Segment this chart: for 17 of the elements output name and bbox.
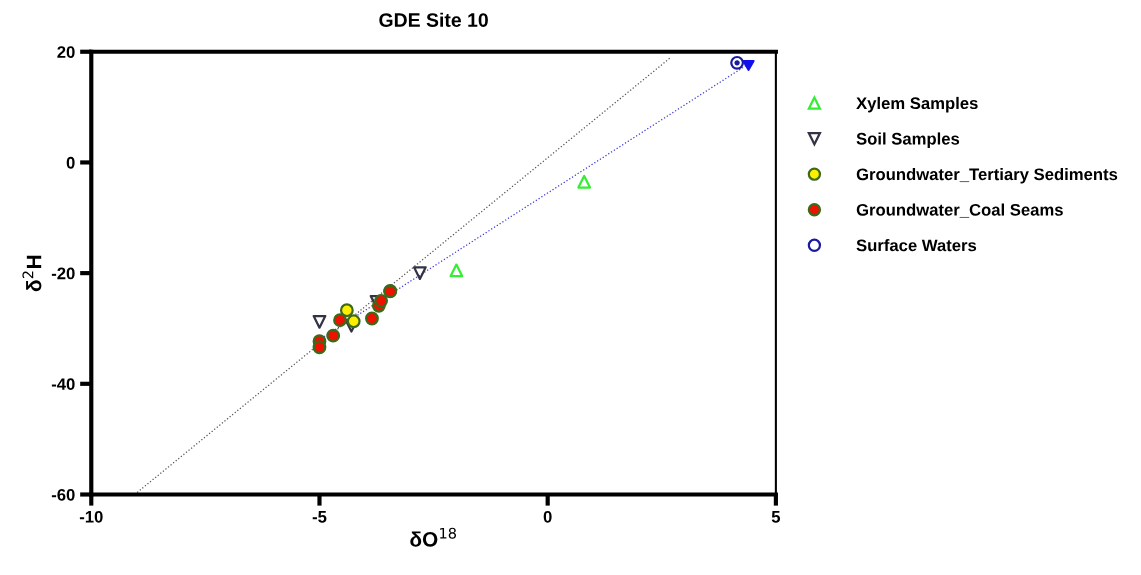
legend-label: Soil Samples: [856, 132, 960, 148]
y-axis-title: δ$^{2}$H: [22, 255, 42, 292]
x-tick-label: -5: [312, 511, 327, 523]
x-tick-label: -10: [79, 510, 103, 523]
legend-label: Groundwater_Coal Seams: [856, 203, 1063, 218]
legend-label: Surface Waters: [856, 239, 977, 252]
y-tick-label: 20: [57, 46, 75, 58]
y-tick-label: -20: [51, 267, 75, 280]
x-tick-label: 0: [543, 510, 552, 523]
x-tick-label: 5: [771, 511, 781, 523]
y-tick-label: -60: [51, 488, 75, 501]
y-tick-label: -40: [51, 378, 75, 391]
y-tick-label: 0: [66, 156, 75, 169]
chart-title: GDE Site 10: [379, 12, 488, 27]
x-axis-title: δO$^{18}$: [410, 527, 457, 547]
legend-label: Xylem Samples: [856, 96, 978, 113]
legend-label: Groundwater_Tertiary Sediments: [856, 167, 1118, 184]
